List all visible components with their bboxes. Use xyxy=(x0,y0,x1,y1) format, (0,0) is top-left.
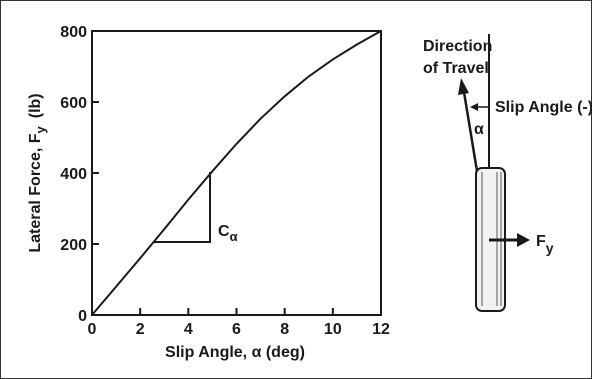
slip-angle-pointer-head xyxy=(470,103,478,111)
y-tick-label: 200 xyxy=(60,237,87,254)
y-tick-label: 600 xyxy=(60,95,87,112)
x-tick-label: 2 xyxy=(136,321,145,338)
x-tick-label: 8 xyxy=(280,321,289,338)
stiffness-label: Cα xyxy=(218,223,238,244)
x-axis-label: Slip Angle, α (deg) xyxy=(165,344,305,361)
stiffness-slope-marker xyxy=(154,172,211,243)
lateral-force-arrowhead xyxy=(517,233,530,247)
plot-area xyxy=(91,30,382,316)
alpha-label: α xyxy=(474,121,484,138)
x-tick-label: 4 xyxy=(184,321,193,338)
direction-of-travel-label-1: Direction xyxy=(423,38,492,55)
tire-diagram: Direction of Travel Slip Angle (-) α Fy xyxy=(423,34,592,312)
y-tick-label: 800 xyxy=(60,24,87,41)
series-line xyxy=(91,30,382,316)
slip-angle-label: Slip Angle (-) xyxy=(495,99,592,116)
direction-arrowhead xyxy=(458,78,469,95)
y-tick-label: 0 xyxy=(78,308,87,325)
direction-of-travel-label-2: of Travel xyxy=(423,60,489,77)
y-tick-label: 400 xyxy=(60,166,87,183)
x-tick-label: 12 xyxy=(372,321,390,338)
x-tick-label: 6 xyxy=(232,321,241,338)
x-tick-label: 0 xyxy=(88,321,97,338)
force-label: Fy xyxy=(536,233,554,256)
y-axis-ticks: 0 200 400 600 800 xyxy=(60,24,99,325)
x-tick-label: 10 xyxy=(324,321,342,338)
y-axis-label: Lateral Force, Fy(lb) xyxy=(27,93,48,252)
x-axis-ticks: 0 2 4 6 8 10 12 xyxy=(88,308,390,338)
